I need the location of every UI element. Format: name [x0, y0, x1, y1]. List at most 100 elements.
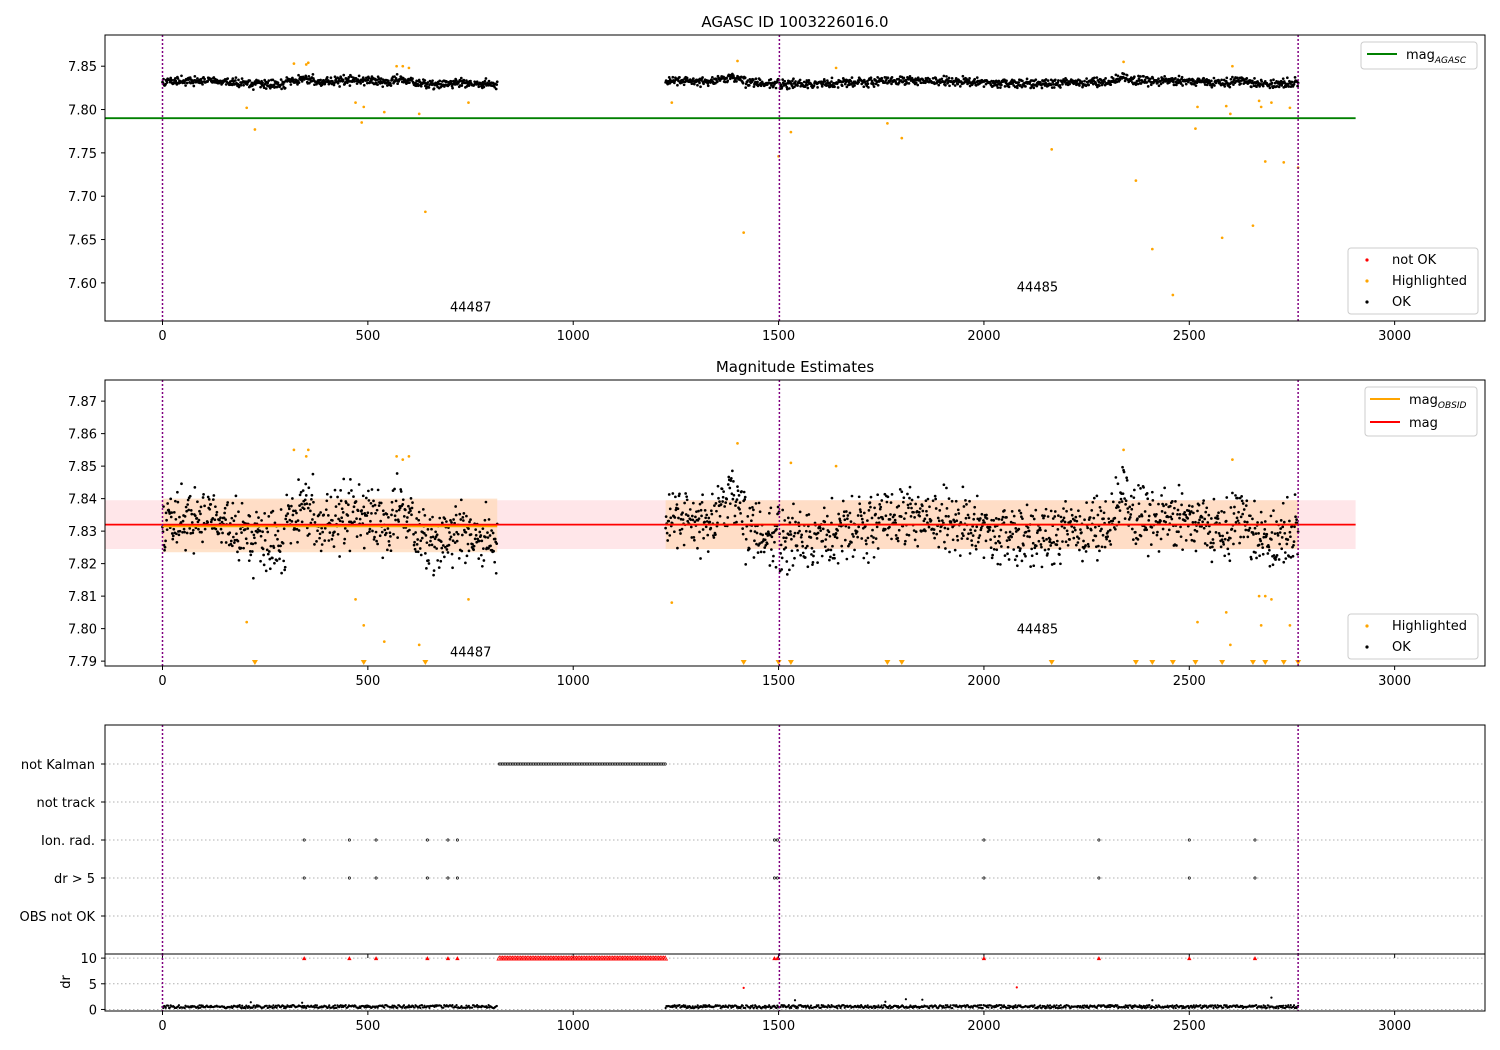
ok-point	[386, 527, 390, 530]
ok-point	[1260, 80, 1264, 83]
ok-point	[1043, 548, 1047, 552]
ok-point	[1157, 502, 1160, 506]
ok-point	[479, 553, 483, 557]
ok-point	[846, 517, 849, 521]
x-tick-label: 500	[355, 674, 380, 689]
ok-point	[459, 79, 463, 83]
ok-point	[765, 542, 769, 546]
ok-point	[389, 82, 392, 85]
ok-point	[413, 547, 417, 551]
ok-point	[1040, 86, 1044, 90]
ok-point	[450, 521, 453, 524]
highlighted-point	[362, 105, 366, 109]
ok-point	[1288, 530, 1292, 534]
ok-point	[932, 531, 935, 535]
ok-point	[1034, 508, 1038, 512]
dr-point	[839, 1006, 842, 1010]
ok-point	[1292, 540, 1296, 543]
ok-point	[884, 527, 887, 531]
dr-point	[402, 1004, 406, 1007]
not-kalman-marker	[663, 762, 667, 766]
ok-point	[310, 497, 313, 501]
dr-point	[1011, 1006, 1015, 1010]
ok-point	[770, 535, 774, 539]
ok-point	[1181, 84, 1184, 87]
ok-point	[1031, 514, 1035, 518]
ok-point	[1059, 515, 1063, 519]
ok-point	[897, 504, 901, 508]
ok-point	[1068, 82, 1072, 86]
ok-point	[282, 559, 286, 563]
ok-point	[1098, 549, 1101, 553]
ok-point	[200, 530, 203, 534]
ok-point	[951, 82, 955, 86]
ok-point	[697, 517, 701, 521]
ok-point	[744, 537, 748, 541]
ok-point	[1145, 81, 1149, 84]
ok-point	[1111, 77, 1115, 80]
ok-point	[303, 498, 307, 502]
ok-point	[909, 514, 913, 518]
ok-point	[1270, 531, 1274, 534]
ok-point	[944, 83, 947, 87]
ok-point	[428, 543, 431, 547]
ok-point	[472, 548, 475, 552]
ok-point	[1065, 78, 1068, 82]
highlighted-point	[424, 210, 427, 214]
ok-point	[1137, 74, 1140, 78]
ok-point	[686, 514, 690, 518]
ok-point	[261, 547, 265, 551]
ok-point	[1082, 539, 1085, 543]
ok-point	[1284, 85, 1288, 89]
ok-point	[1248, 526, 1252, 530]
ok-point	[1245, 520, 1249, 524]
ok-point	[1030, 554, 1034, 558]
ok-point	[1192, 511, 1195, 515]
ok-point	[391, 508, 394, 512]
ok-point	[1024, 554, 1027, 558]
highlighted-point	[1263, 594, 1267, 598]
dr-point	[183, 1007, 186, 1010]
ok-point	[1028, 535, 1031, 539]
ok-point	[1045, 82, 1048, 86]
ok-point	[254, 541, 257, 545]
ok-point	[1208, 530, 1212, 534]
ok-point	[894, 521, 897, 525]
x-tick-label: 500	[355, 329, 380, 344]
ok-point	[330, 537, 334, 541]
ok-point	[1292, 82, 1296, 86]
ok-point	[359, 533, 363, 537]
ok-point	[1215, 521, 1218, 524]
ok-point	[862, 85, 866, 89]
ok-point	[1232, 83, 1235, 86]
dr-point	[1013, 1006, 1016, 1009]
ok-point	[1058, 553, 1061, 557]
ok-point	[1055, 543, 1059, 547]
ok-point	[1270, 81, 1274, 85]
ok-point	[1002, 521, 1006, 525]
ok-point	[1212, 541, 1215, 545]
ok-point	[1046, 552, 1049, 555]
dr-point	[826, 1006, 829, 1009]
dr-point	[876, 1006, 879, 1009]
ok-point	[851, 532, 854, 536]
dr-point	[781, 1005, 785, 1008]
ok-point	[389, 535, 392, 538]
x-tick-label: 1500	[762, 674, 795, 689]
ok-point	[1225, 76, 1229, 80]
ok-point	[179, 521, 183, 524]
ok-point	[1046, 515, 1050, 518]
ok-point	[1029, 565, 1032, 568]
ok-point	[1222, 542, 1226, 546]
ok-point	[329, 76, 333, 80]
ok-point	[1101, 82, 1105, 85]
ok-point	[315, 540, 318, 543]
ok-point	[700, 500, 704, 504]
ok-point	[210, 527, 214, 530]
ok-point	[975, 494, 979, 498]
ok-point	[726, 516, 730, 519]
ok-point	[395, 472, 399, 475]
ok-point	[333, 75, 337, 79]
ok-point	[798, 78, 802, 82]
ok-point	[705, 520, 709, 523]
